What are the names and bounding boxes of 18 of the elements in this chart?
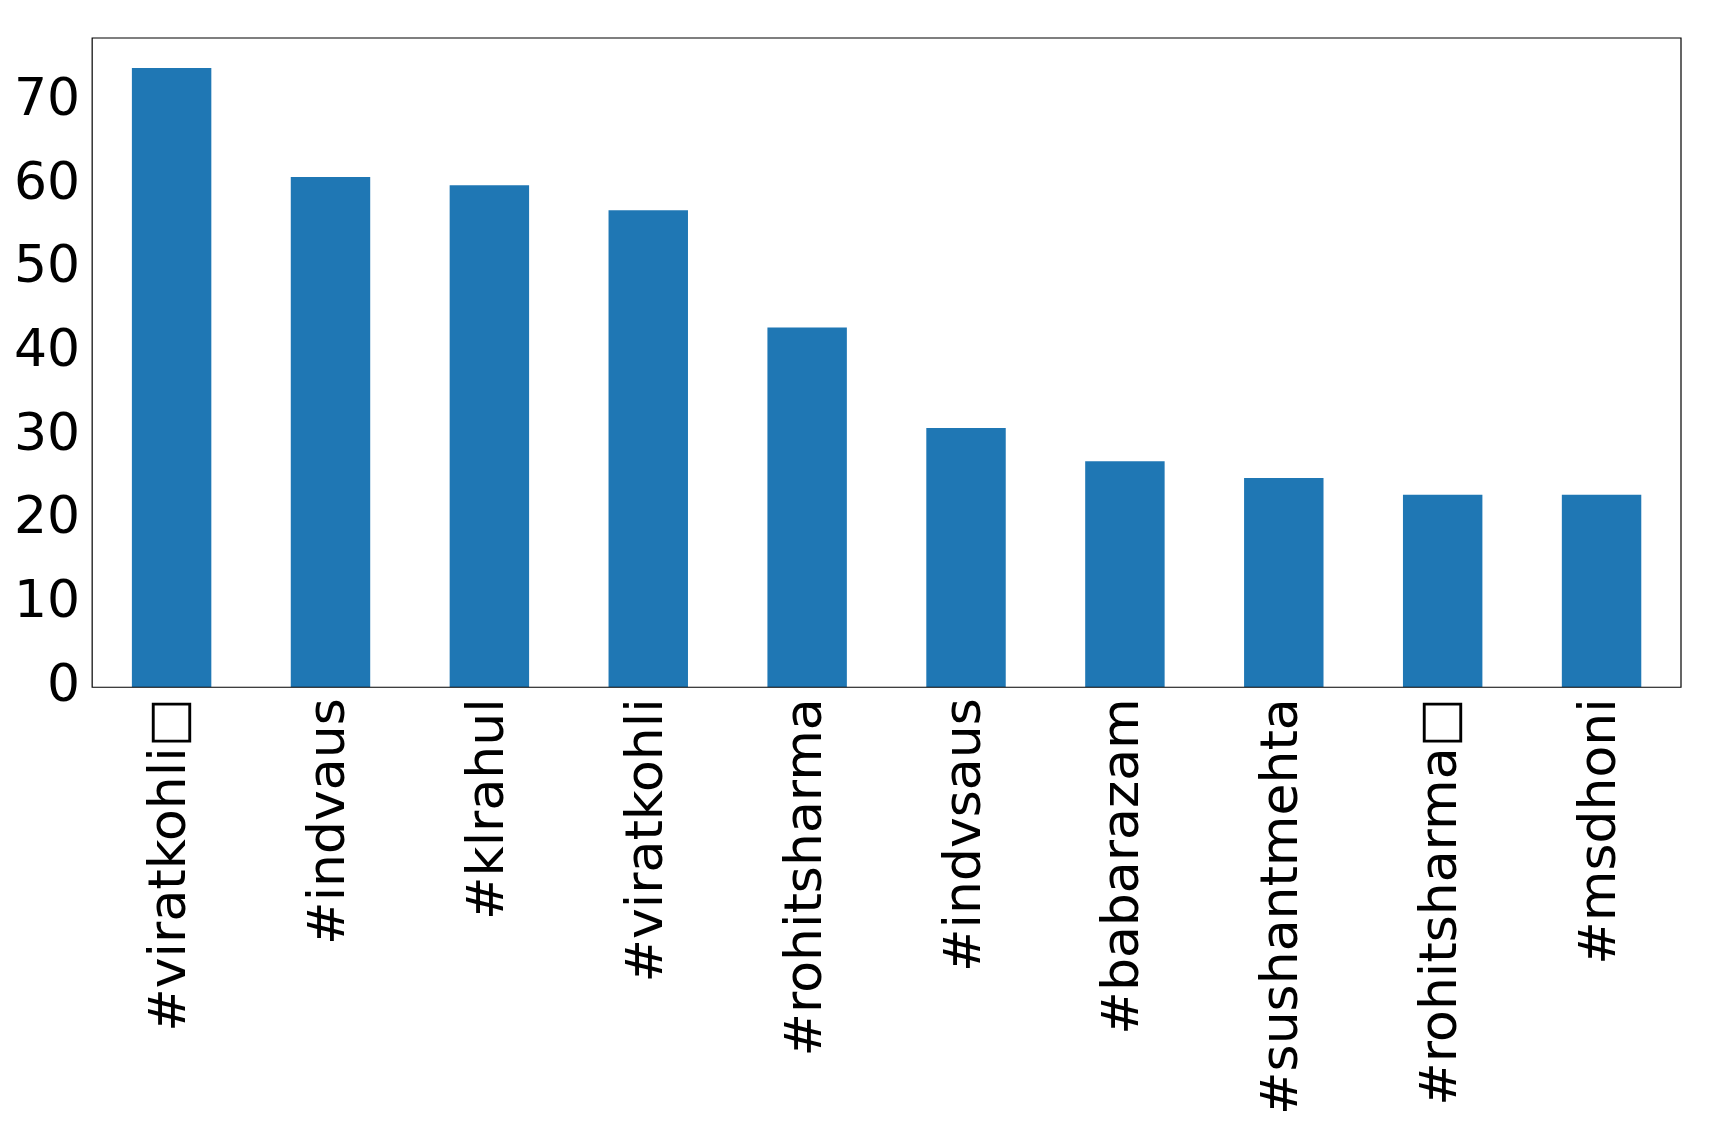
y-tick-label: 60 — [14, 150, 81, 211]
x-tick-label: #msdhoni — [1567, 698, 1628, 965]
x-tick-label: #indvsaus — [931, 698, 992, 973]
y-tick-label: 70 — [14, 67, 81, 128]
x-tick-label: #klrahul — [454, 698, 515, 921]
x-tick-label: #sushantmehta — [1249, 698, 1310, 1116]
y-tick-label: 40 — [14, 318, 81, 379]
x-tick-label: #rohitsharma□ — [1408, 698, 1469, 1106]
x-tick-label: #rohitsharma — [772, 698, 833, 1057]
x-tick-label: #viratkohli — [613, 698, 674, 983]
y-tick-label: 10 — [14, 569, 81, 630]
x-tick-label: #babarazam — [1090, 698, 1151, 1035]
y-tick-label: 30 — [14, 401, 81, 462]
x-tick-label: #viratkohli□ — [137, 698, 198, 1032]
y-tick-label: 20 — [14, 485, 81, 546]
x-tick-label: #indvaus — [296, 698, 357, 945]
y-tick-label: 50 — [14, 234, 81, 295]
y-tick-label: 0 — [47, 652, 81, 713]
